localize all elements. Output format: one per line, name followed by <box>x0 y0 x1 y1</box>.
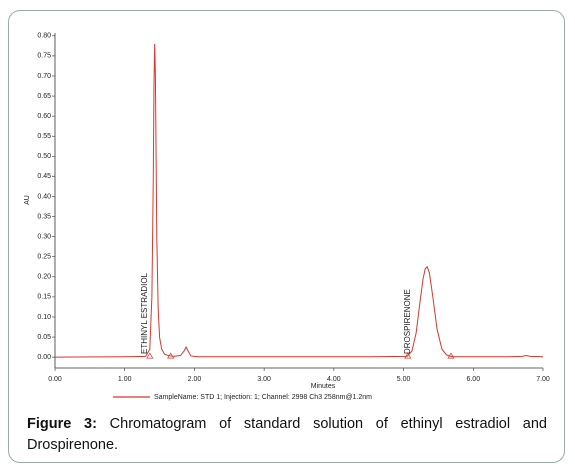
peak-annotation: ETHINYL ESTRADIOL <box>140 272 149 354</box>
x-tick-label: 6.00 <box>466 376 480 383</box>
x-tick-label: 3.00 <box>257 376 271 383</box>
y-tick-label: 0.40 <box>37 193 51 200</box>
chromatogram-line <box>54 43 544 358</box>
y-tick-label: 0.05 <box>37 334 51 341</box>
y-tick-label: 0.00 <box>37 354 51 361</box>
y-tick-label: 0.20 <box>37 274 51 281</box>
y-tick-label: 0.35 <box>37 213 51 220</box>
y-tick-label: 0.65 <box>37 93 51 100</box>
figure-frame <box>8 10 565 463</box>
y-axis-label: AU <box>24 195 31 205</box>
y-tick-label: 0.30 <box>37 233 51 240</box>
x-tick-label: 5.00 <box>397 376 411 383</box>
y-tick-label: 0.45 <box>37 173 51 180</box>
baseline-marker <box>167 352 175 359</box>
y-tick-label: 0.55 <box>37 133 51 140</box>
y-tick-label: 0.15 <box>37 294 51 301</box>
y-tick-label: 0.75 <box>37 53 51 60</box>
peak-annotation: DROSPIRENONE <box>403 289 412 354</box>
baseline-marker <box>404 352 412 359</box>
x-tick-label: 4.00 <box>327 376 341 383</box>
baseline-marker <box>146 352 154 359</box>
y-tick-label: 0.60 <box>37 113 51 120</box>
x-tick-label: 2.00 <box>188 376 202 383</box>
y-tick-label: 0.70 <box>37 73 51 80</box>
y-tick-label: 0.80 <box>37 33 51 40</box>
x-axis-label: Minutes <box>311 383 336 390</box>
x-tick-label: 1.00 <box>118 376 132 383</box>
caption-text: Chromatogram of standard solution of eth… <box>27 416 547 453</box>
chart: AU Minutes 0.00 0.05 0.10 0.15 0.20 0.25 0.30 0… <box>24 33 550 401</box>
y-tick-label: 0.25 <box>37 254 51 261</box>
x-tick-label: 0.00 <box>48 376 62 383</box>
legend-label: SampleName: STD 1; Injection: 1; Channel… <box>154 394 372 401</box>
y-tick-label: 0.10 <box>37 314 51 321</box>
caption-label: Figure 3: <box>27 416 97 432</box>
baseline-marker <box>447 352 455 359</box>
caption: Figure 3: Chromatogram of standard solut… <box>27 414 547 456</box>
x-tick-label: 7.00 <box>536 376 550 383</box>
y-tick-label: 0.50 <box>37 153 51 160</box>
